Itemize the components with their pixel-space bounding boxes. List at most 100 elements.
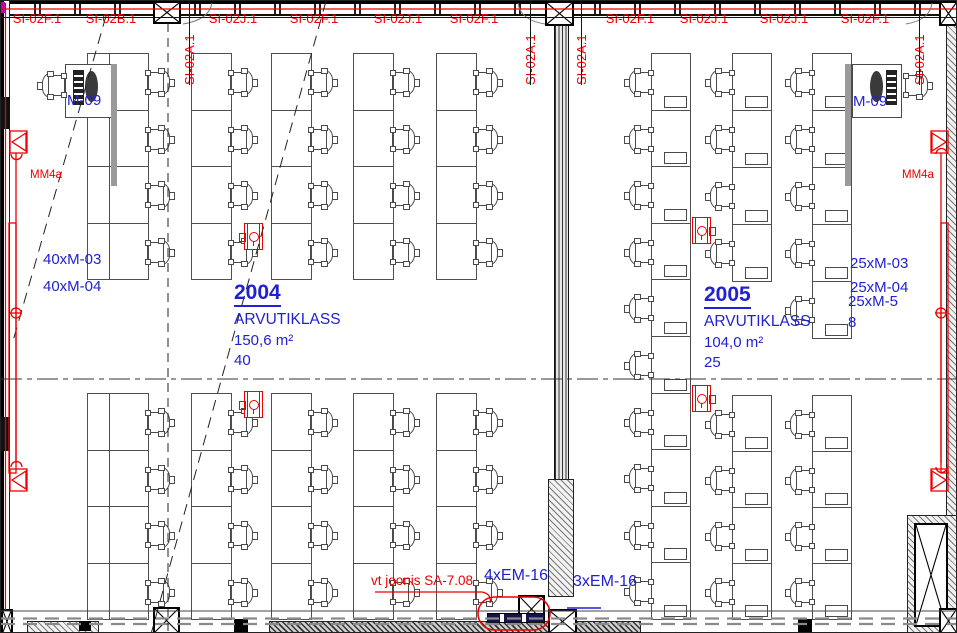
desk-cell: [436, 562, 477, 620]
desk-cell: [436, 222, 477, 280]
chair-symbol: [473, 464, 503, 494]
chair-symbol: [785, 68, 815, 97]
floor-box-symbol: [692, 385, 716, 412]
chair-symbol: [624, 124, 654, 154]
left-wall: [1, 1, 10, 632]
chair-symbol: [228, 124, 258, 154]
pc-unit-symbol: [825, 437, 848, 449]
desk-cell: [436, 449, 477, 507]
desk-cell: [436, 109, 477, 167]
pc-unit-symbol: [664, 95, 687, 108]
partition-wall-hatch: [548, 479, 574, 597]
chair-symbol: [145, 181, 175, 210]
desk-cell: [87, 393, 149, 451]
chair-symbol: [624, 577, 654, 607]
door-post: [798, 619, 812, 632]
chair-symbol: [785, 296, 815, 325]
bottom-wall-hatch: [269, 621, 641, 632]
pc-unit-symbol: [745, 549, 768, 561]
computer-icon: [870, 71, 883, 102]
chair-symbol: [228, 521, 258, 550]
pc-unit-symbol: [745, 96, 768, 108]
chair-symbol: [624, 181, 654, 211]
chair-symbol: [390, 464, 420, 494]
desk-cell: [191, 449, 232, 507]
pc-unit-symbol: [745, 153, 768, 165]
pc-unit-symbol: [745, 605, 768, 617]
floor-box-symbol: [239, 391, 263, 418]
chair-symbol: [705, 522, 735, 551]
desk-cell: [191, 506, 232, 564]
desk-cell: [353, 166, 394, 224]
pc-unit-symbol: [825, 605, 848, 617]
monitor-icon: [73, 70, 84, 105]
chair-symbol: [473, 124, 503, 154]
chair-symbol: [308, 408, 338, 437]
pc-unit-symbol: [664, 548, 687, 561]
desk-cell: [271, 109, 312, 167]
chair-symbol: [624, 464, 654, 494]
wall-pier: [1, 97, 10, 129]
chair-symbol: [785, 125, 815, 154]
chair-symbol: [785, 522, 815, 551]
pc-unit-symbol: [664, 152, 687, 165]
floor-box-symbol: [239, 223, 263, 250]
chair-symbol: [308, 521, 338, 550]
monitor-icon: [886, 70, 897, 105]
chair-symbol: [624, 294, 654, 324]
chair-symbol: [145, 68, 175, 97]
shaft-symbol: [914, 523, 948, 627]
teacher-desk: [852, 64, 902, 118]
desk-cell: [271, 393, 312, 451]
desk-cell: [436, 506, 477, 564]
computer-icon: [85, 71, 98, 102]
chair-symbol: [145, 464, 175, 494]
desk-cell: [353, 222, 394, 280]
pc-unit-symbol: [825, 324, 848, 336]
chair-symbol: [145, 237, 175, 267]
chair-symbol: [903, 71, 933, 100]
desk-cell: [271, 562, 312, 620]
chair-symbol: [145, 521, 175, 550]
bottom-wall-hatch: [27, 621, 99, 632]
desk-cell: [191, 222, 232, 280]
desk-cell: [191, 562, 232, 620]
chair-symbol: [390, 181, 420, 210]
floor-box-symbol: [692, 217, 716, 244]
desk-cell: [436, 166, 477, 224]
desk-cell: [436, 53, 477, 111]
desk-cell: [191, 109, 232, 167]
desk-side-panel: [111, 64, 117, 186]
desk-cell: [87, 109, 149, 167]
desk-side-panel: [845, 64, 851, 186]
desk-cell: [812, 281, 852, 339]
chair-symbol: [228, 577, 258, 607]
right-wall-hatch: [946, 21, 956, 517]
pc-unit-symbol: [664, 208, 687, 221]
desk-cell: [87, 222, 149, 280]
pc-unit-symbol: [664, 265, 687, 278]
chair-symbol: [624, 351, 654, 380]
pc-unit-symbol: [745, 437, 768, 449]
chair-symbol: [390, 408, 420, 437]
chair-symbol: [705, 125, 735, 154]
chair-symbol: [308, 237, 338, 267]
axis-line: [1, 17, 956, 19]
column-symbol: [939, 608, 956, 632]
chair-symbol: [785, 410, 815, 439]
chair-symbol: [37, 71, 67, 100]
chair-symbol: [705, 182, 735, 211]
pc-unit-symbol: [825, 267, 848, 279]
desk-cell: [353, 562, 394, 620]
chair-symbol: [705, 239, 735, 268]
desk-cell: [271, 166, 312, 224]
pc-unit-symbol: [745, 210, 768, 222]
chair-symbol: [705, 466, 735, 495]
chair-symbol: [145, 577, 175, 607]
wall-pier: [1, 417, 10, 451]
chair-symbol: [390, 521, 420, 550]
desk-cell: [271, 53, 312, 111]
column-symbol: [939, 1, 956, 26]
